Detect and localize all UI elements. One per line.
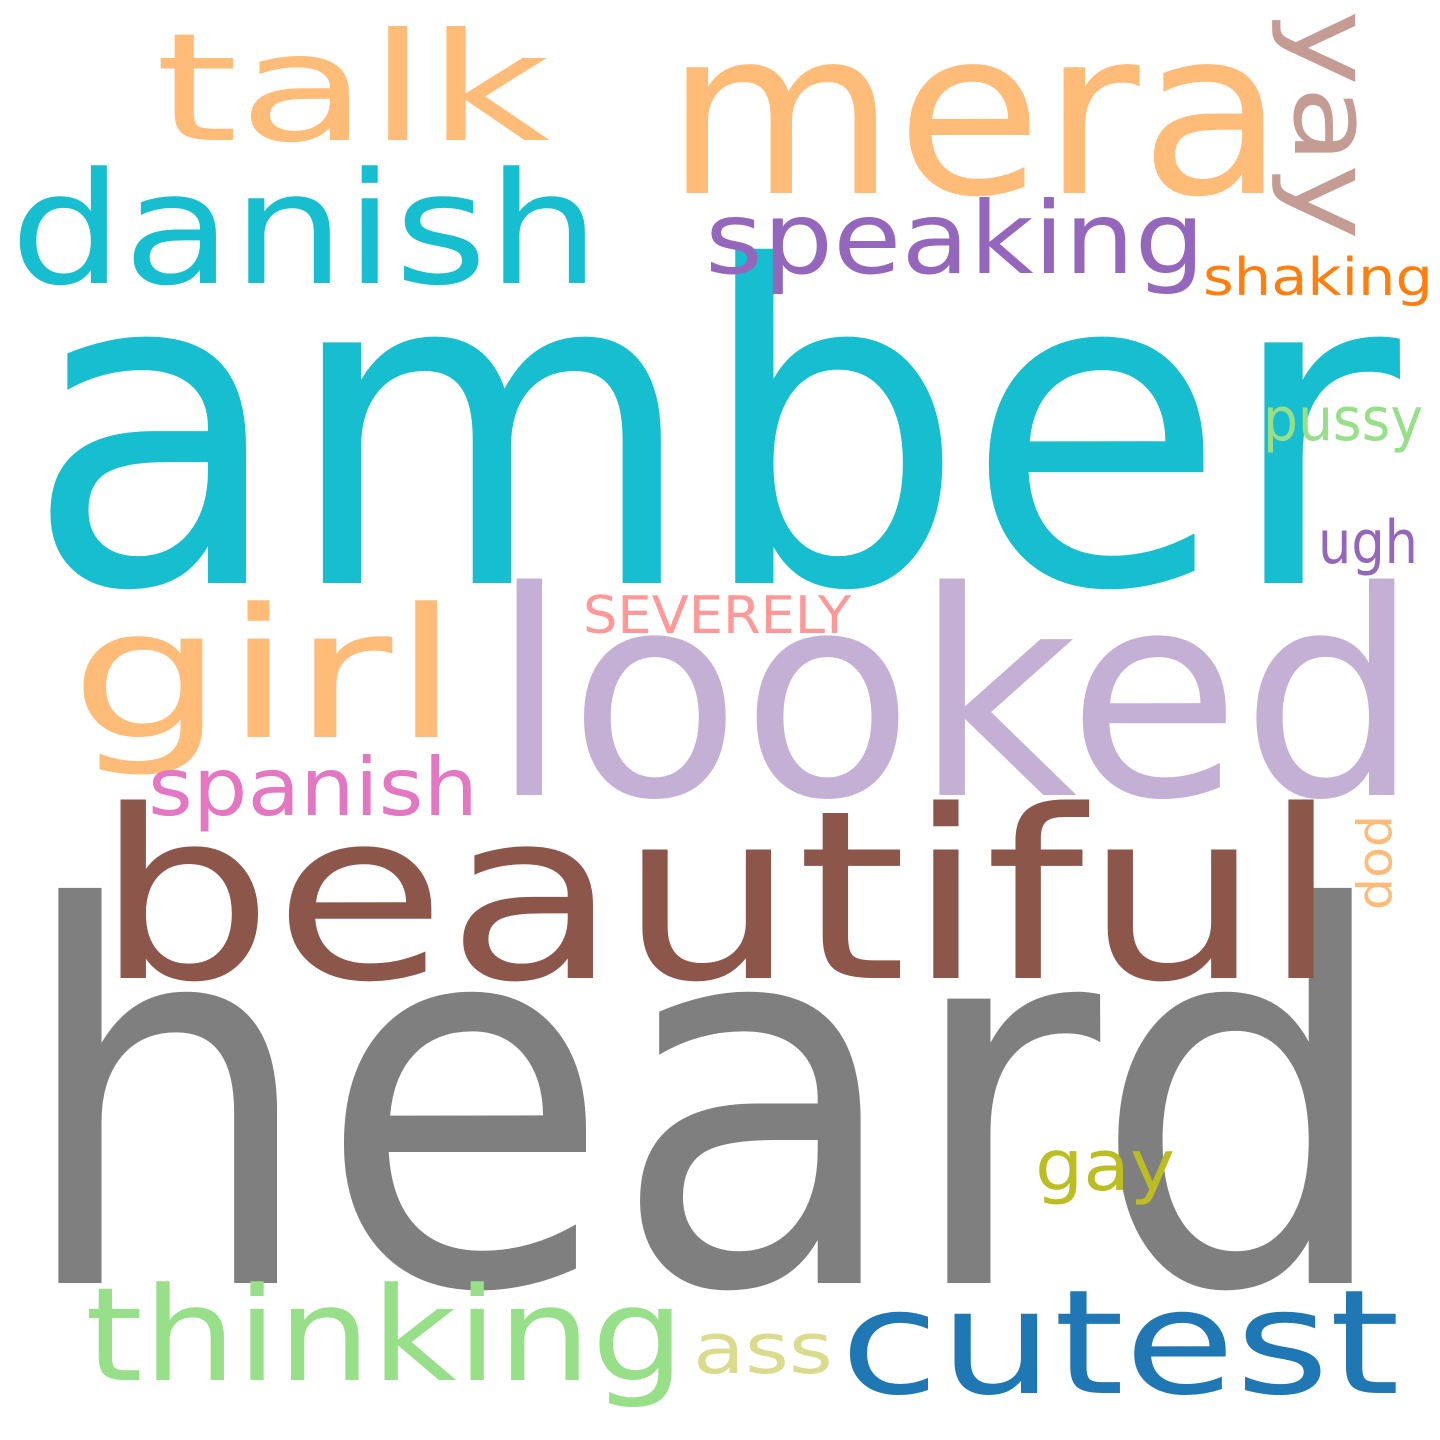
word-beautiful: beautiful [95, 761, 1340, 1034]
word-looked: looked [490, 531, 1420, 863]
word-speaking: speaking [705, 180, 1205, 297]
word-girl: girl [70, 571, 460, 780]
word-shaking: shaking [1203, 248, 1433, 308]
word-amber: amber [25, 175, 1405, 687]
word-pussy: pussy [1263, 385, 1423, 455]
word-danish: danish [10, 139, 600, 320]
word-talk: talk [155, 2, 550, 176]
word-severely: SEVERELY [583, 586, 851, 646]
word-yay: yay [1269, 10, 1397, 240]
word-pop: pop [1353, 815, 1409, 910]
word-thinking: thinking [85, 1259, 685, 1411]
word-mera: mera [665, 0, 1285, 248]
word-gay: gay [1035, 1125, 1175, 1207]
word-spanish: spanish [148, 741, 478, 834]
word-heard: heard [15, 800, 1395, 1406]
word-ugh: ugh [1318, 508, 1418, 578]
word-cutest: cutest [840, 1259, 1400, 1428]
word-ass: ass [693, 1308, 833, 1390]
